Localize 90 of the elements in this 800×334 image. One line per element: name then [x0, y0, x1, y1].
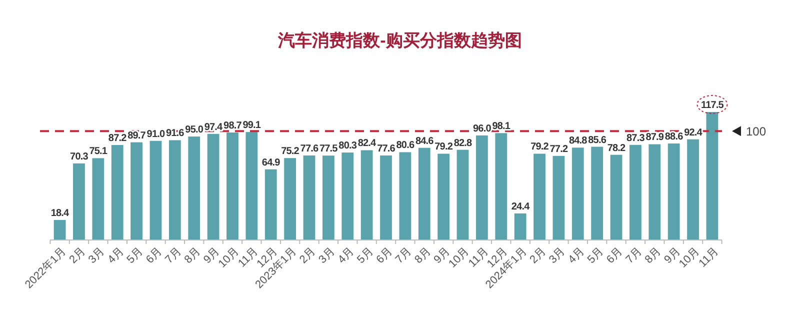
bar [284, 158, 296, 240]
x-tick-label: 2月 [528, 245, 548, 266]
x-tick-label: 3月 [316, 245, 338, 266]
data-label: 79.2 [530, 142, 550, 153]
bar [456, 150, 469, 240]
data-label: 84.8 [568, 136, 588, 147]
x-tick-label: 5月 [124, 245, 146, 266]
data-label: 79.2 [434, 142, 454, 153]
data-label: 95.0 [185, 124, 204, 136]
x-tick-label: 7月 [624, 245, 644, 266]
bar [360, 150, 373, 240]
data-label: 88.6 [664, 131, 684, 142]
bar [73, 163, 85, 240]
bar [418, 148, 430, 240]
bar [534, 154, 546, 240]
data-label: 99.1 [242, 120, 262, 132]
bar [687, 139, 699, 240]
bar [264, 169, 277, 240]
data-label: 87.3 [626, 132, 646, 144]
bar [226, 132, 238, 240]
x-tick-label: 4月 [566, 245, 587, 266]
bar [342, 152, 354, 240]
x-tick-label: 5月 [585, 245, 606, 266]
data-label: 75.2 [281, 146, 300, 158]
bar [150, 140, 162, 240]
bar [572, 148, 584, 240]
bar [476, 135, 488, 240]
bar [130, 142, 142, 240]
data-label: 77.5 [319, 144, 338, 155]
data-label: 87.9 [646, 132, 664, 144]
bar [630, 144, 642, 240]
x-tick-label: 2月 [297, 245, 318, 266]
data-label: 82.4 [358, 138, 377, 150]
data-label: 80.3 [338, 140, 358, 152]
data-label: 77.6 [300, 143, 320, 154]
bar [54, 220, 66, 240]
data-label: 87.2 [108, 133, 128, 144]
data-label: 75.1 [89, 146, 108, 158]
bar [668, 143, 680, 240]
data-label: 91.0 [146, 128, 166, 140]
x-tick-label: 3月 [86, 245, 108, 266]
x-tick-label: 6月 [374, 245, 395, 266]
data-label: 85.6 [588, 134, 607, 146]
data-label: 82.8 [454, 138, 473, 149]
data-label: 96.0 [473, 123, 492, 134]
x-tick-label: 8月 [182, 245, 203, 266]
bar [380, 155, 392, 240]
chart-title: 汽车消费指数-购买分指数趋势图 [277, 31, 522, 50]
x-tick-label: 7月 [393, 245, 414, 266]
x-tick-label: 4月 [336, 245, 356, 266]
bar [111, 145, 124, 240]
ref-line-label: 100 [746, 124, 766, 138]
x-tick-label: 6月 [604, 245, 626, 266]
bar [168, 140, 181, 240]
x-tick-label: 8月 [412, 245, 434, 266]
x-tick-label: 6月 [144, 245, 165, 266]
bar [303, 155, 316, 240]
x-tick-label: 5月 [355, 245, 376, 266]
bar [706, 112, 718, 240]
data-label: 84.6 [415, 136, 434, 147]
bar [92, 158, 104, 240]
bar [552, 156, 565, 240]
data-label: 98.7 [224, 120, 242, 132]
bar [514, 213, 526, 240]
bar [207, 134, 220, 240]
data-label: 64.9 [262, 157, 281, 168]
x-tick-label: 7月 [163, 245, 184, 266]
data-label: 77.2 [550, 144, 568, 155]
data-label: 78.2 [607, 142, 626, 154]
x-tick-label: 3月 [546, 245, 568, 266]
bar [610, 154, 622, 240]
data-label: 98.1 [492, 121, 511, 132]
bar [246, 132, 258, 240]
data-label: 77.6 [377, 143, 396, 154]
bar [188, 136, 200, 240]
x-tick-label: 4月 [106, 245, 126, 266]
bar [438, 154, 450, 240]
bar [322, 156, 334, 240]
data-label: 89.7 [128, 130, 146, 142]
x-tick-label: 2月 [67, 245, 88, 266]
bar [399, 152, 412, 240]
data-label: 80.6 [396, 140, 415, 152]
x-tick-label: 8月 [642, 245, 664, 266]
data-label: 70.3 [70, 151, 89, 162]
data-label: 24.4 [511, 201, 530, 212]
data-label: 18.4 [50, 208, 70, 219]
bar [648, 144, 661, 240]
bar [495, 133, 508, 240]
data-label: 117.5 [700, 100, 724, 111]
bar [591, 146, 604, 240]
